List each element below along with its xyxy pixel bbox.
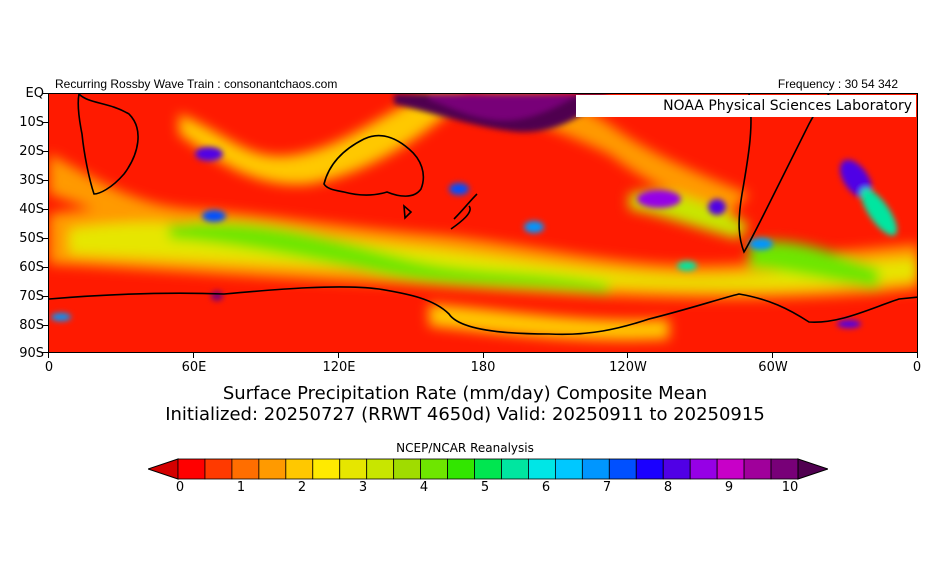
colorbar-arrow-min [148,458,179,480]
lat-tick [42,352,48,353]
lat-label-eq: EQ [25,86,44,101]
colorbar-segment [770,458,799,480]
colorbar-arrow-max [797,458,828,480]
lon-label-0-right: 0 [912,360,922,375]
header-frequency-text: Frequency : 30 54 342 [777,77,898,91]
lat-tick [42,209,48,210]
colorbar-segment [231,458,260,480]
lon-label-60w: 60W [758,360,788,375]
colorbar-label: 8 [663,480,673,495]
header-source-text: Recurring Rossby Wave Train : consonantc… [55,77,338,91]
lon-label-60e: 60E [181,360,207,375]
lat-label-30s: 30S [19,173,44,188]
heavy-precip-cells [51,94,898,328]
lon-tick [48,352,49,358]
colorbar-label: 5 [480,480,490,495]
precipitation-map [48,93,918,353]
lat-tick [42,151,48,152]
lat-tick [42,93,48,94]
noaa-credit-label: NOAA Physical Sciences Laboratory [576,95,916,117]
colorbar-segment [258,458,287,480]
lat-label-90s: 90S [19,346,44,361]
lon-tick [338,352,339,358]
colorbar-label: 3 [358,480,368,495]
lon-tick [483,352,484,358]
colorbar-segment [581,458,610,480]
data-source-label: NCEP/NCAR Reanalysis [396,441,534,455]
colorbar-segment [716,458,745,480]
colorbar-label: 6 [541,480,551,495]
colorbar-segment [177,458,206,480]
lat-tick [42,325,48,326]
colorbar-segment [339,458,368,480]
lat-tick [42,267,48,268]
colorbar-segment [420,458,448,480]
colorbar-label: 7 [602,480,612,495]
colorbar-segment [743,458,772,480]
colorbar-segment [366,458,395,480]
colorbar-segment [662,458,691,480]
lon-tick [917,352,918,358]
colorbar-segment [393,458,422,480]
colorbar-segment [635,458,664,480]
lon-tick [193,352,194,358]
lat-label-70s: 70S [19,289,44,304]
lon-label-0-left: 0 [44,360,54,375]
colorbar-label: 1 [236,480,246,495]
map-title: Surface Precipitation Rate (mm/day) Comp… [222,383,708,404]
lon-label-120e: 120E [322,360,356,375]
map-subtitle: Initialized: 20250727 (RRWT 4650d) Valid… [165,404,765,425]
lon-tick [772,352,773,358]
lat-label-40s: 40S [19,202,44,217]
colorbar-label: 10 [781,480,799,495]
colorbar-label: 0 [175,480,185,495]
colorbar-segment [204,458,233,480]
colorbar-segment [528,458,556,480]
lon-tick [627,352,628,358]
lat-tick [42,296,48,297]
colorbar-segment [554,458,583,480]
colorbar-segment [501,458,529,480]
colorbar-segment [689,458,718,480]
colorbar-label: 2 [297,480,307,495]
moderate-precip-bands [49,94,917,341]
colorbar-segment [474,458,502,480]
lat-label-60s: 60S [19,260,44,275]
lat-label-10s: 10S [19,115,44,130]
coastlines [49,94,917,336]
colorbar-label: 4 [419,480,429,495]
colorbar-segment [312,458,341,480]
colorbar-segment [285,458,314,480]
colorbar-label: 9 [724,480,734,495]
colorbar [148,458,828,480]
lat-tick [42,238,48,239]
lat-tick [42,122,48,123]
lat-label-50s: 50S [19,231,44,246]
lat-label-80s: 80S [19,318,44,333]
lon-label-120w: 120W [609,360,647,375]
lat-tick [42,180,48,181]
colorbar-segment [608,458,637,480]
lat-label-20s: 20S [19,144,44,159]
lon-label-180: 180 [470,360,496,375]
precipitation-field [49,94,917,352]
colorbar-segment [447,458,475,480]
